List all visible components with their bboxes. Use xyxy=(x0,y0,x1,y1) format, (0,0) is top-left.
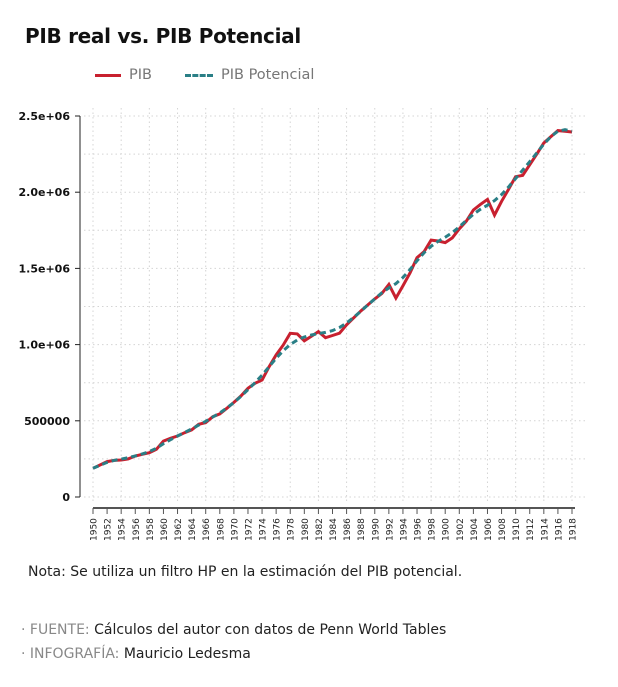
x-tick-label: 1990 xyxy=(371,518,381,541)
y-tick-label: 0 xyxy=(62,491,70,504)
x-tick-label: 1998 xyxy=(428,518,438,541)
x-tick-label: 1914 xyxy=(540,518,550,541)
x-tick-label: 1908 xyxy=(498,518,508,541)
x-tick-label: 1974 xyxy=(259,518,269,541)
x-tick-label: 1970 xyxy=(230,518,240,541)
x-tick-label: 1958 xyxy=(146,518,156,541)
x-tick-label: 1972 xyxy=(244,518,254,541)
x-tick-label: 1954 xyxy=(118,518,128,541)
legend-label-pib-potencial: PIB Potencial xyxy=(221,67,315,83)
x-tick-label: 1994 xyxy=(399,518,409,541)
credit-key: · INFOGRAFÍA: xyxy=(21,646,120,662)
y-tick-label: 500000 xyxy=(24,415,70,428)
x-tick-label: 1900 xyxy=(442,518,452,541)
x-tick-label: 1906 xyxy=(484,518,494,541)
x-tick-label: 1916 xyxy=(554,518,564,541)
x-tick-label: 1910 xyxy=(512,518,522,541)
legend-swatch-pib xyxy=(95,73,121,77)
legend-swatch-pib-potencial xyxy=(185,73,213,77)
x-tick-label: 1984 xyxy=(329,518,339,541)
y-tick-label: 1.0e+06 xyxy=(19,339,71,352)
y-tick-label: 2.5e+06 xyxy=(19,110,71,123)
x-tick-label: 1982 xyxy=(315,518,325,541)
x-tick-label: 1976 xyxy=(273,518,283,541)
x-tick-label: 1904 xyxy=(470,518,480,541)
x-tick-label: 1902 xyxy=(456,518,466,541)
source-value: Cálculos del autor con datos de Penn Wor… xyxy=(89,622,447,638)
legend-item-pib-potencial: PIB Potencial xyxy=(185,67,314,83)
legend-label-pib: PIB xyxy=(129,67,152,83)
credit-value: Mauricio Ledesma xyxy=(119,646,251,662)
x-tick-label: 1966 xyxy=(202,518,212,541)
legend-item-pib: PIB xyxy=(95,67,152,83)
x-tick-label: 1962 xyxy=(174,518,184,541)
x-tick-label: 1978 xyxy=(287,518,297,541)
chart-note: Nota: Se utiliza un filtro HP en la esti… xyxy=(28,564,463,580)
y-tick-label: 2.0e+06 xyxy=(19,186,71,199)
x-tick-label: 1996 xyxy=(414,518,424,541)
x-tick-label: 1912 xyxy=(526,518,536,541)
series-line-pib xyxy=(92,129,573,470)
source-line: · FUENTE: Cálculos del autor con datos d… xyxy=(21,622,446,638)
x-tick-label: 1964 xyxy=(188,518,198,541)
x-tick-label: 1986 xyxy=(343,518,353,541)
x-tick-label: 1968 xyxy=(216,518,226,541)
x-tick-label: 1992 xyxy=(385,518,395,541)
x-tick-label: 1956 xyxy=(132,518,142,541)
x-tick-label: 1950 xyxy=(90,518,100,541)
x-tick-label: 1980 xyxy=(301,518,311,541)
x-tick-label: 1918 xyxy=(569,518,579,541)
series-line-pib-potencial xyxy=(92,128,573,470)
credit-line: · INFOGRAFÍA: Mauricio Ledesma xyxy=(21,646,251,662)
x-tick-label: 1960 xyxy=(160,518,170,541)
y-tick-label: 1.5e+06 xyxy=(19,262,71,275)
x-tick-label: 1988 xyxy=(357,518,367,541)
chart-title: PIB real vs. PIB Potencial xyxy=(25,24,301,48)
source-key: · FUENTE: xyxy=(21,622,90,638)
x-tick-label: 1952 xyxy=(104,518,114,541)
